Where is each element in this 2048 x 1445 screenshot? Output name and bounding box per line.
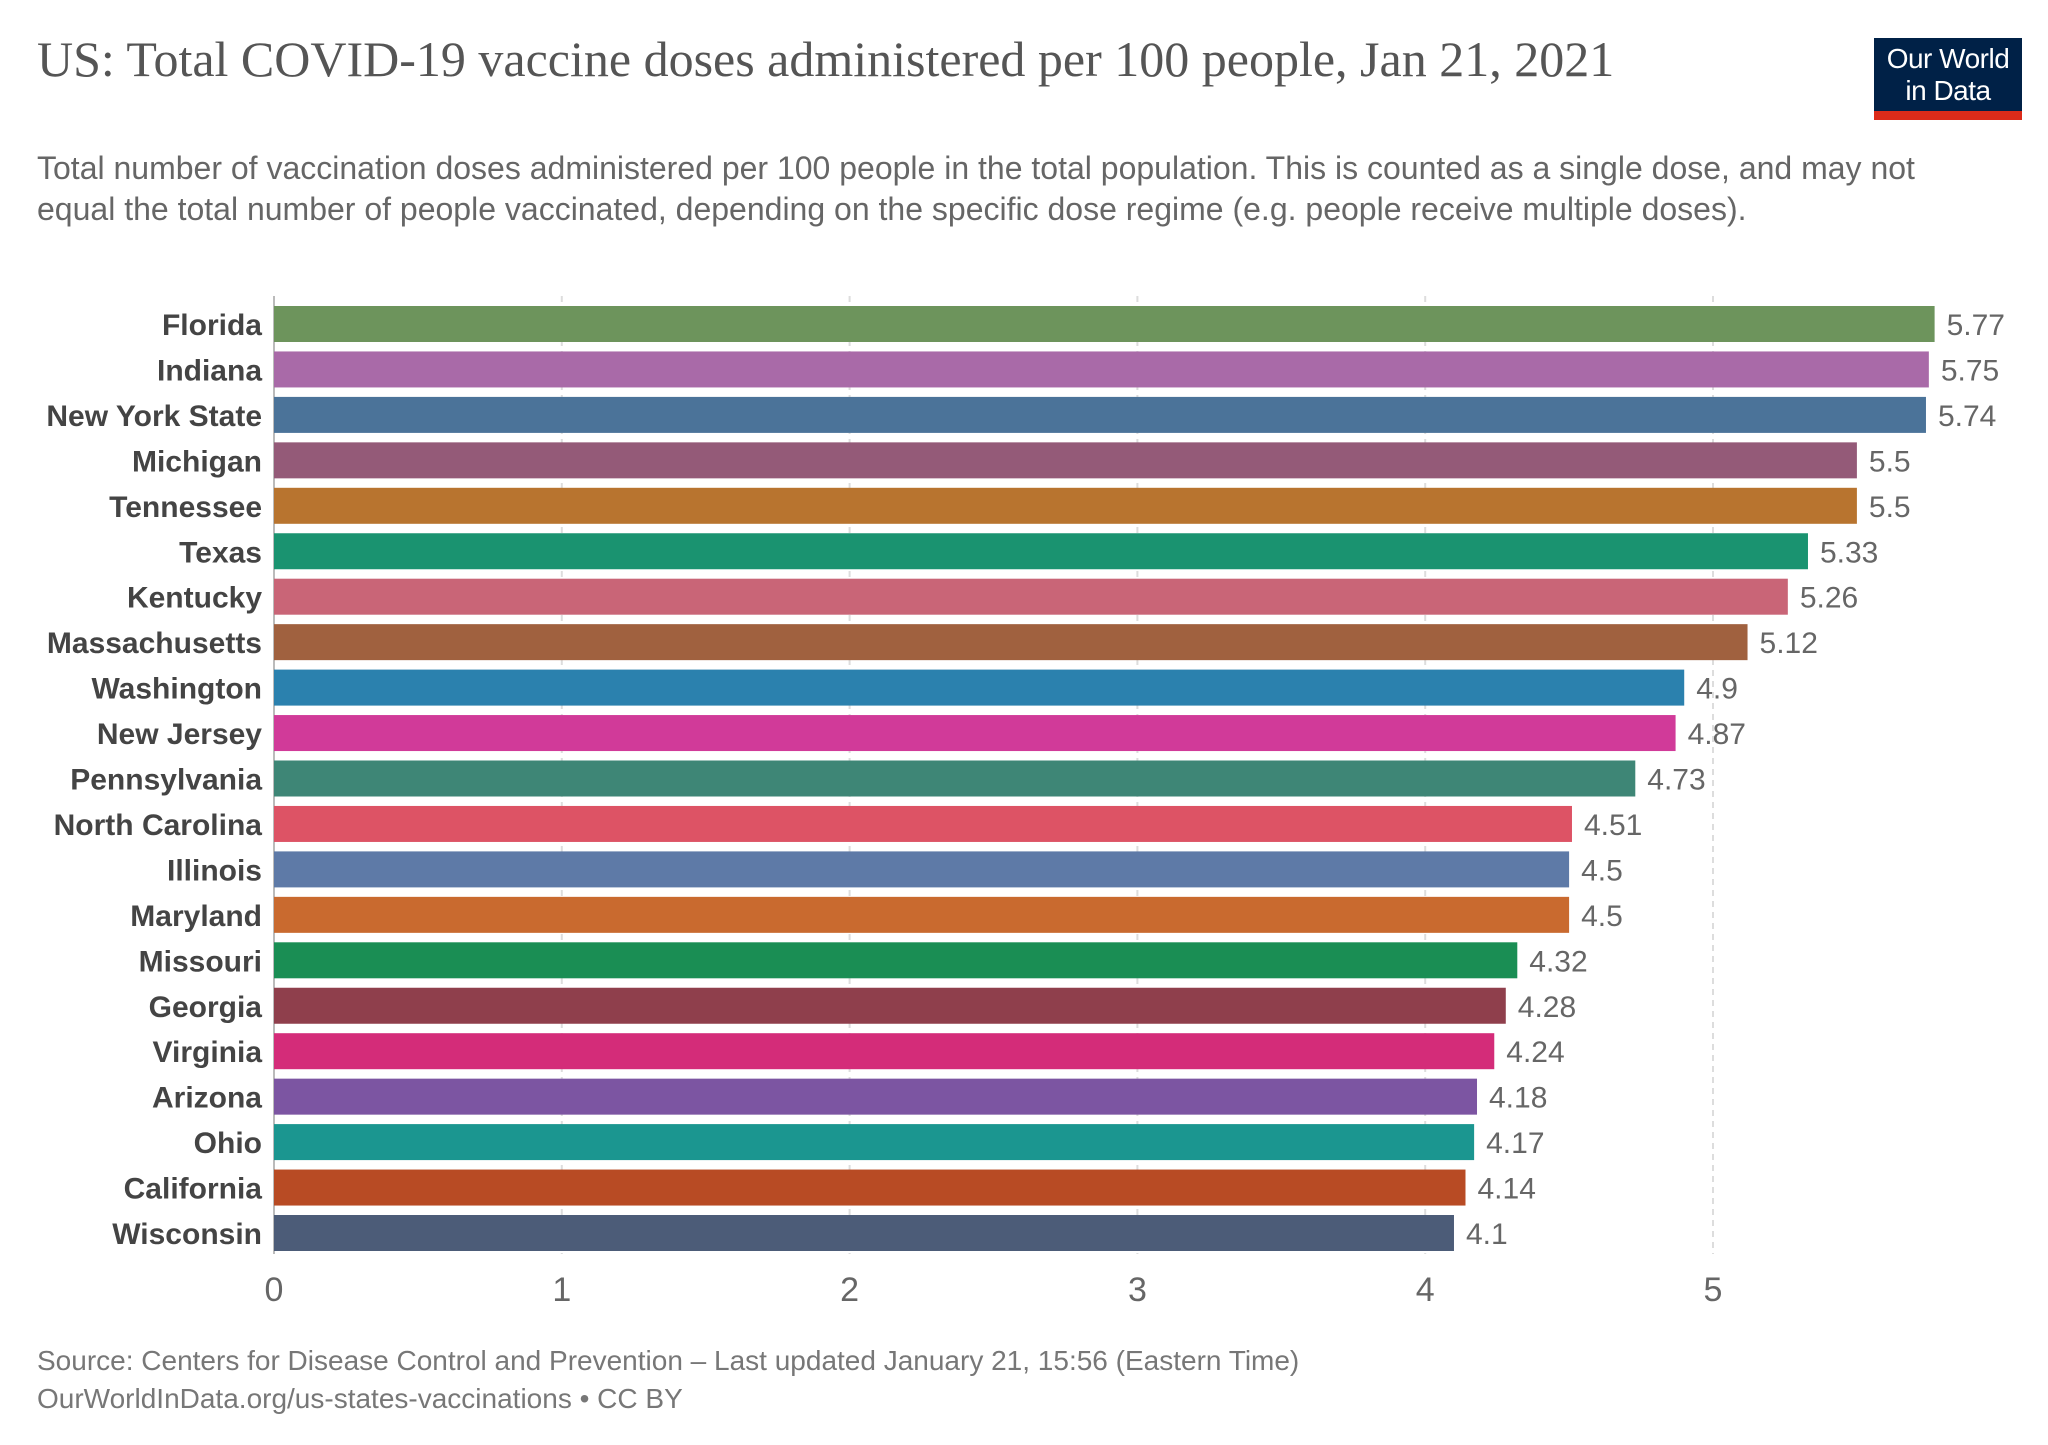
value-label: 4.24 [1506, 1036, 1564, 1069]
value-label: 5.26 [1800, 582, 1858, 615]
category-label: Michigan [132, 445, 262, 478]
value-label: 4.51 [1584, 809, 1642, 842]
value-label: 5.75 [1941, 354, 1999, 387]
x-axis-ticks: 0 1 2 3 4 5 [265, 1271, 1723, 1309]
value-label: 5.77 [1947, 309, 2005, 342]
bar[interactable] [274, 896, 1570, 933]
category-label: Pennsylvania [70, 764, 262, 797]
x-tick-label: 5 [1704, 1271, 1723, 1309]
value-label: 4.9 [1696, 673, 1738, 706]
category-label: Georgia [149, 991, 263, 1024]
logo-line-2: in Data [1905, 74, 1991, 106]
bar[interactable] [274, 715, 1676, 752]
bar[interactable] [274, 442, 1857, 479]
category-label: Indiana [157, 354, 262, 387]
bar[interactable] [274, 306, 1935, 342]
chart-footer: Source: Centers for Disease Control and … [37, 1342, 1299, 1418]
license-link[interactable]: OurWorldInData.org/us-states-vaccination… [37, 1383, 683, 1414]
chart-title: US: Total COVID-19 vaccine doses adminis… [37, 31, 1615, 87]
bar[interactable] [274, 1078, 1478, 1115]
bar[interactable] [274, 1033, 1495, 1070]
x-tick-label: 2 [840, 1271, 859, 1309]
category-label: Arizona [152, 1082, 262, 1115]
category-label: Illinois [167, 854, 262, 887]
category-label: Wisconsin [112, 1218, 262, 1251]
bar[interactable] [274, 987, 1506, 1024]
value-label: 4.5 [1581, 900, 1623, 933]
value-label: 5.5 [1869, 491, 1911, 524]
category-label: Florida [162, 309, 262, 342]
bar[interactable] [274, 396, 1926, 433]
value-label: 5.5 [1869, 445, 1911, 478]
bar[interactable] [274, 533, 1808, 570]
source-note: Source: Centers for Disease Control and … [37, 1345, 1300, 1376]
category-label: New York State [46, 400, 262, 433]
category-label: Kentucky [127, 582, 262, 615]
category-label: Massachusetts [47, 627, 262, 660]
category-label: New Jersey [97, 718, 262, 751]
category-label: Washington [91, 673, 262, 706]
value-label: 5.33 [1820, 536, 1878, 569]
category-label: Maryland [130, 900, 262, 933]
category-label: California [124, 1173, 263, 1206]
value-label: 5.12 [1760, 627, 1818, 660]
value-label: 4.73 [1647, 764, 1705, 797]
category-label: Ohio [194, 1127, 262, 1160]
value-label: 4.1 [1466, 1218, 1508, 1251]
bar[interactable] [274, 851, 1570, 888]
value-label: 5.74 [1938, 400, 1996, 433]
logo-line-1: Our World [1886, 42, 2010, 74]
value-label: 4.28 [1518, 991, 1576, 1024]
bar[interactable] [274, 669, 1685, 706]
value-label: 4.18 [1489, 1082, 1547, 1115]
category-label: Texas [179, 536, 262, 569]
value-label: 4.17 [1486, 1127, 1544, 1160]
value-label: 4.14 [1477, 1173, 1535, 1206]
bar[interactable] [274, 624, 1748, 661]
bar-chart: Florida 5.77 Indiana 5.75 New York State 5.74… [46, 296, 2005, 1309]
x-tick-label: 4 [1416, 1271, 1435, 1309]
bar[interactable] [274, 1169, 1466, 1206]
labels: Florida 5.77 Indiana 5.75 New York State 5.74… [46, 309, 2005, 1251]
bar[interactable] [274, 487, 1857, 524]
x-tick-label: 0 [265, 1271, 284, 1309]
category-label: Missouri [139, 945, 262, 978]
category-label: Tennessee [109, 491, 262, 524]
x-tick-label: 1 [552, 1271, 571, 1309]
category-label: North Carolina [54, 809, 263, 842]
bar[interactable] [274, 1124, 1475, 1161]
bar[interactable] [274, 760, 1636, 797]
bar[interactable] [274, 1215, 1454, 1251]
bar[interactable] [274, 578, 1788, 615]
category-label: Virginia [153, 1036, 263, 1069]
bar[interactable] [274, 351, 1929, 388]
x-tick-label: 3 [1128, 1271, 1147, 1309]
value-label: 4.5 [1581, 854, 1623, 887]
value-label: 4.32 [1529, 945, 1587, 978]
owid-logo[interactable]: Our World in Data [1874, 38, 2022, 120]
chart-subtitle: Total number of vaccination doses admini… [37, 150, 1915, 227]
bars [274, 306, 1935, 1251]
bar[interactable] [274, 805, 1572, 842]
bar[interactable] [274, 942, 1518, 979]
value-label: 4.87 [1688, 718, 1746, 751]
